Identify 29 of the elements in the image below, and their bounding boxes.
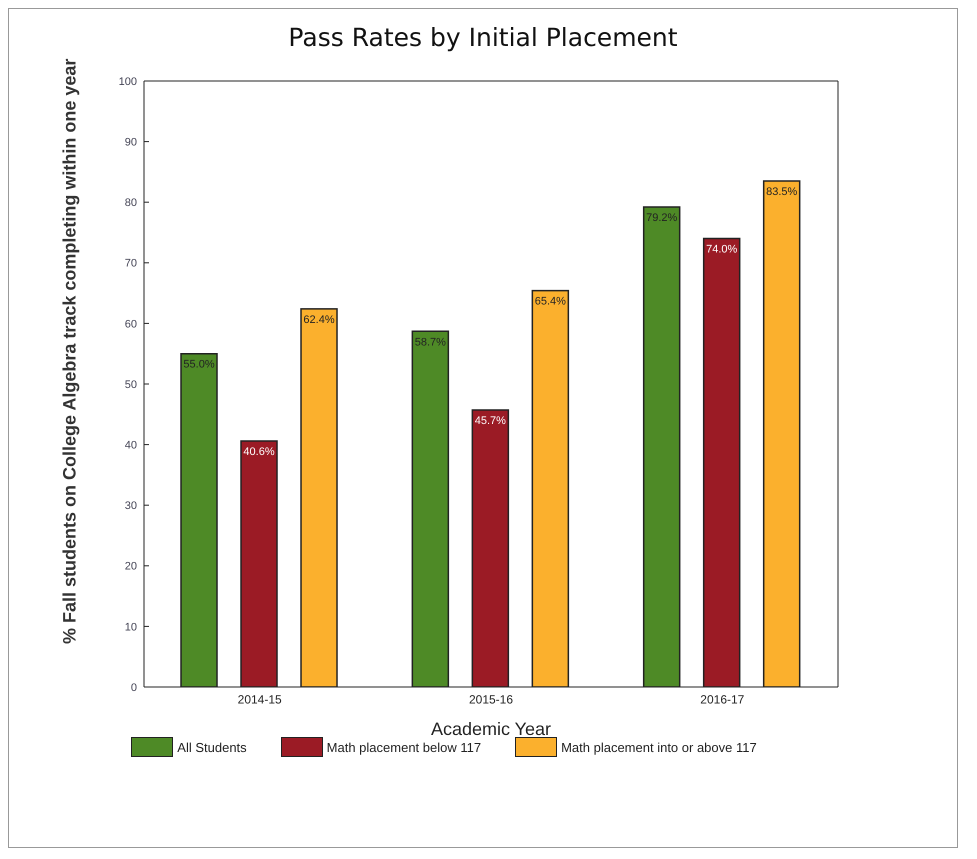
data-label: 79.2% bbox=[646, 212, 678, 224]
legend-label: Math placement below 117 bbox=[326, 740, 482, 754]
y-tick-label: 90 bbox=[124, 136, 137, 149]
x-tick-label: 2016-17 bbox=[700, 692, 745, 707]
legend-label: Math placement into or above 117 bbox=[561, 740, 757, 754]
y-tick-label: 0 bbox=[130, 682, 137, 694]
chart-title: Pass Rates by Initial Placement bbox=[287, 23, 679, 52]
data-label: 55.0% bbox=[183, 358, 215, 371]
y-tick-label: 70 bbox=[124, 258, 137, 270]
y-tick-label: 50 bbox=[124, 378, 137, 391]
data-label: 74.0% bbox=[706, 244, 738, 256]
x-axis-title: Academic Year bbox=[430, 719, 552, 739]
y-tick-label: 10 bbox=[124, 621, 137, 634]
y-axis-title: % Fall students on College Algebra track completing within one year bbox=[59, 58, 80, 644]
x-tick-label: 2014-15 bbox=[238, 692, 282, 707]
y-tick-label: 60 bbox=[124, 318, 137, 330]
legend-label: All Students bbox=[177, 740, 247, 754]
y-tick-label: 30 bbox=[124, 500, 137, 512]
x-tick-label: 2015-16 bbox=[468, 692, 514, 707]
data-label: 62.4% bbox=[303, 314, 335, 326]
data-label: 65.4% bbox=[534, 296, 566, 308]
data-label: 45.7% bbox=[474, 415, 506, 428]
y-tick-label: 80 bbox=[124, 197, 137, 210]
data-label: 83.5% bbox=[766, 186, 798, 198]
y-tick-label: 40 bbox=[124, 440, 137, 452]
data-label: 40.6% bbox=[243, 446, 275, 458]
data-label: 58.7% bbox=[414, 336, 446, 348]
y-tick-label: 20 bbox=[124, 560, 137, 573]
y-tick-label: 100 bbox=[118, 76, 137, 88]
